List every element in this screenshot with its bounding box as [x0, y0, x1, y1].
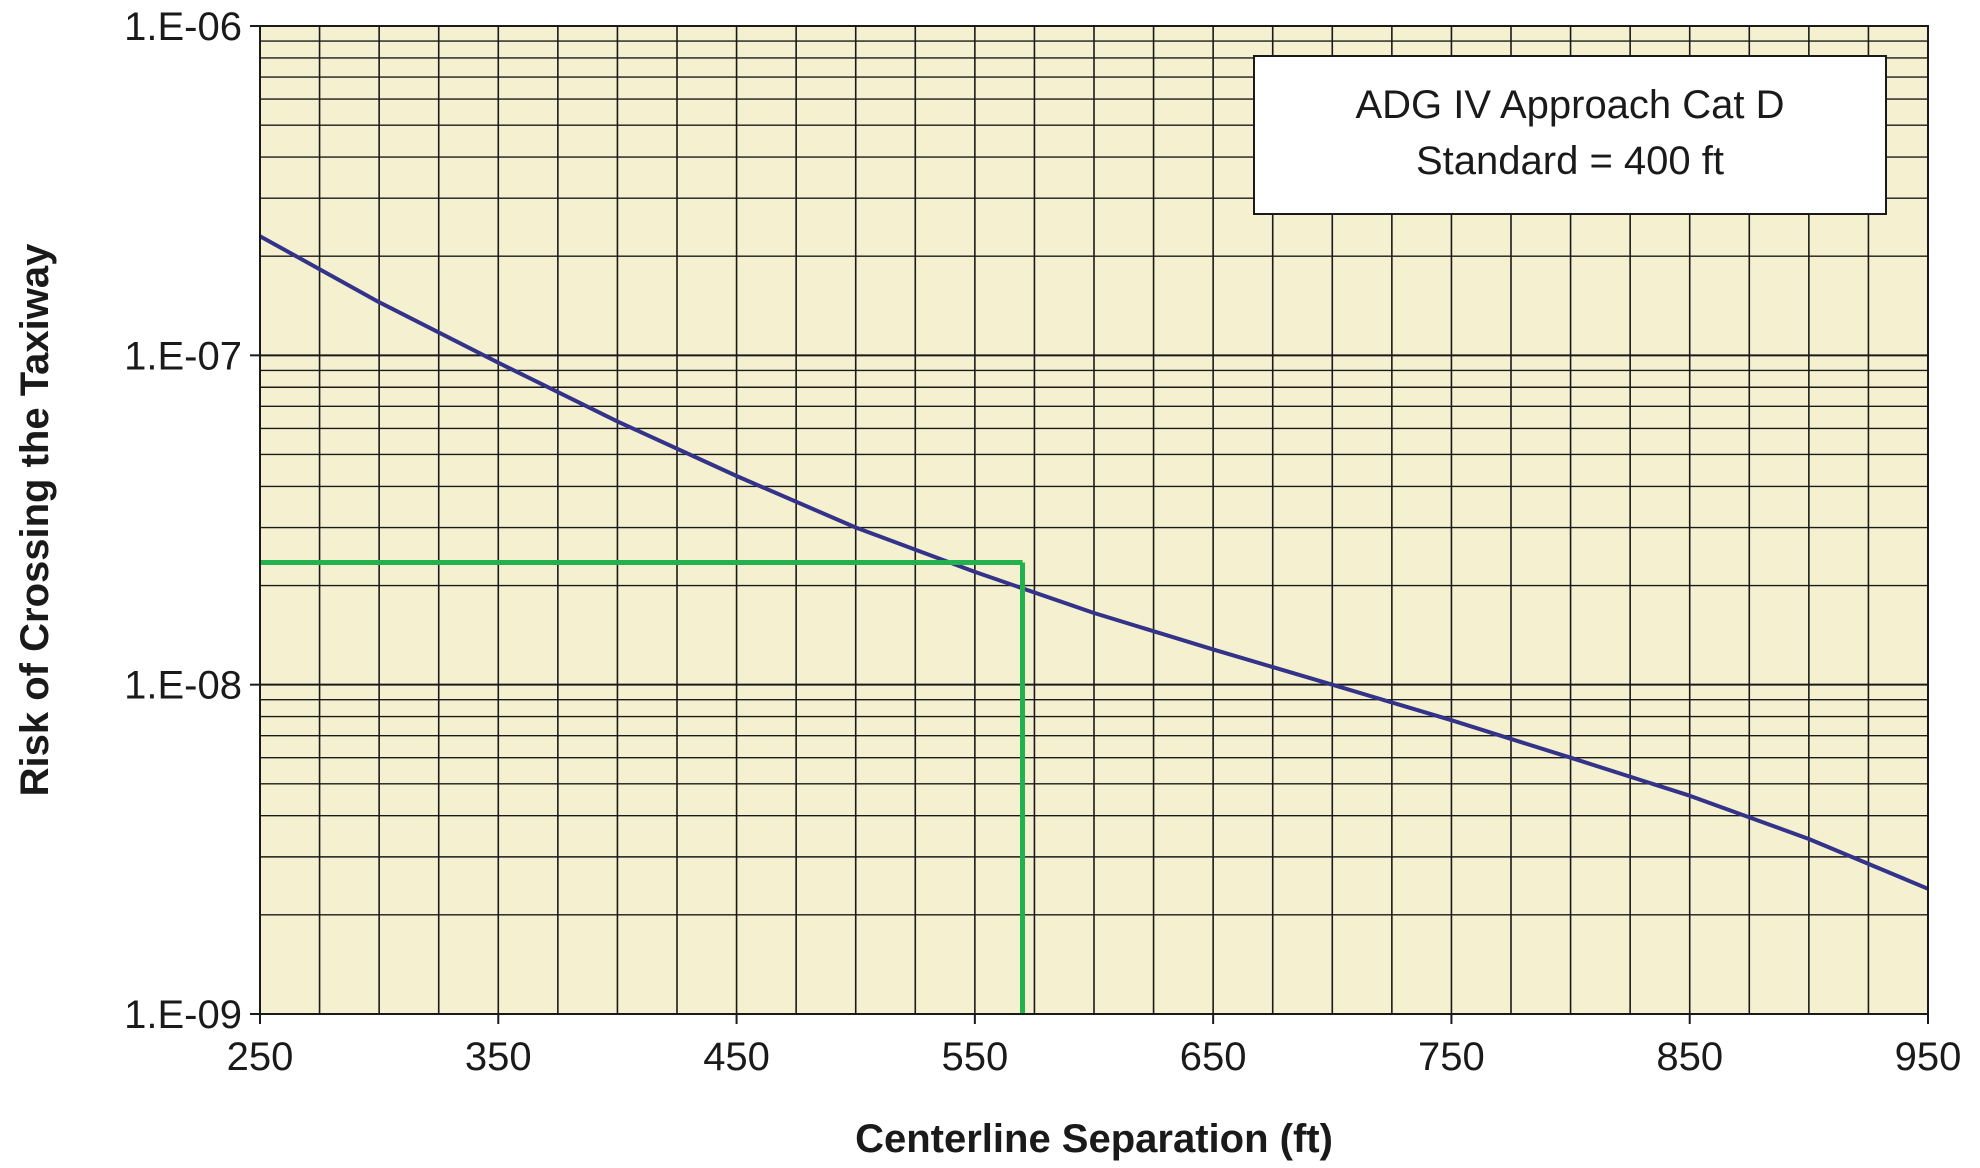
x-tick-label: 550: [941, 1035, 1008, 1079]
y-tick-label: 1.E-08: [124, 664, 242, 708]
x-tick-label: 250: [227, 1035, 294, 1079]
grid-layer: [260, 26, 1928, 1014]
reference-lines-layer: [260, 559, 1026, 1014]
plot-area-frame: [259, 25, 1929, 1015]
annotation-line-2: Standard = 400 ft: [1416, 139, 1724, 183]
y-tick-label: 1.E-06: [124, 5, 242, 49]
annotation-box: ADG IV Approach Cat D Standard = 400 ft: [1253, 55, 1887, 215]
x-tick-label: 650: [1180, 1035, 1247, 1079]
tick-layer: 250 350 450 550 650 750 850 950 1.E-09 1.E-08 1.E-…: [124, 5, 1961, 1079]
annotation-box-frame: [1253, 55, 1887, 215]
y-tick-label: 1.E-09: [124, 993, 242, 1037]
x-tick-label: 850: [1656, 1035, 1723, 1079]
x-axis-title: Centerline Separation (ft): [855, 1117, 1333, 1161]
risk-curve-line: [259, 234, 1929, 891]
annotation-line-1: ADG IV Approach Cat D: [1355, 83, 1784, 127]
series-layer: [259, 234, 1929, 891]
y-axis-title: Risk of Crossing the Taxiway: [13, 243, 57, 796]
x-tick-label: 450: [703, 1035, 770, 1079]
x-tick-label: 950: [1895, 1035, 1962, 1079]
x-tick-label: 750: [1418, 1035, 1485, 1079]
y-tick-label: 1.E-07: [124, 334, 242, 378]
x-tick-label: 350: [465, 1035, 532, 1079]
